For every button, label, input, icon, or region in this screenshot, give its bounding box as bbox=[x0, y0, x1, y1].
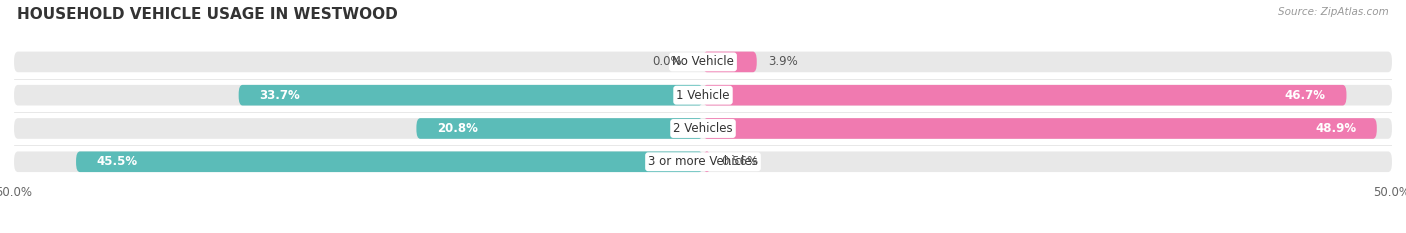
FancyBboxPatch shape bbox=[703, 51, 756, 72]
Text: 3 or more Vehicles: 3 or more Vehicles bbox=[648, 155, 758, 168]
FancyBboxPatch shape bbox=[14, 118, 1392, 139]
FancyBboxPatch shape bbox=[14, 85, 1392, 106]
Legend: Owner-occupied, Renter-occupied: Owner-occupied, Renter-occupied bbox=[578, 230, 828, 233]
FancyBboxPatch shape bbox=[416, 118, 703, 139]
FancyBboxPatch shape bbox=[76, 151, 703, 172]
FancyBboxPatch shape bbox=[14, 51, 1392, 72]
FancyBboxPatch shape bbox=[239, 85, 703, 106]
Text: 1 Vehicle: 1 Vehicle bbox=[676, 89, 730, 102]
Text: 2 Vehicles: 2 Vehicles bbox=[673, 122, 733, 135]
Text: No Vehicle: No Vehicle bbox=[672, 55, 734, 69]
Text: 20.8%: 20.8% bbox=[437, 122, 478, 135]
Text: 45.5%: 45.5% bbox=[97, 155, 138, 168]
Text: 33.7%: 33.7% bbox=[259, 89, 299, 102]
Text: HOUSEHOLD VEHICLE USAGE IN WESTWOOD: HOUSEHOLD VEHICLE USAGE IN WESTWOOD bbox=[17, 7, 398, 22]
Text: 0.0%: 0.0% bbox=[652, 55, 682, 69]
FancyBboxPatch shape bbox=[703, 85, 1347, 106]
Text: 3.9%: 3.9% bbox=[768, 55, 797, 69]
FancyBboxPatch shape bbox=[703, 118, 1376, 139]
Text: 46.7%: 46.7% bbox=[1285, 89, 1326, 102]
Text: 48.9%: 48.9% bbox=[1315, 122, 1357, 135]
Text: Source: ZipAtlas.com: Source: ZipAtlas.com bbox=[1278, 7, 1389, 17]
FancyBboxPatch shape bbox=[703, 151, 710, 172]
FancyBboxPatch shape bbox=[14, 151, 1392, 172]
Text: 0.56%: 0.56% bbox=[721, 155, 759, 168]
